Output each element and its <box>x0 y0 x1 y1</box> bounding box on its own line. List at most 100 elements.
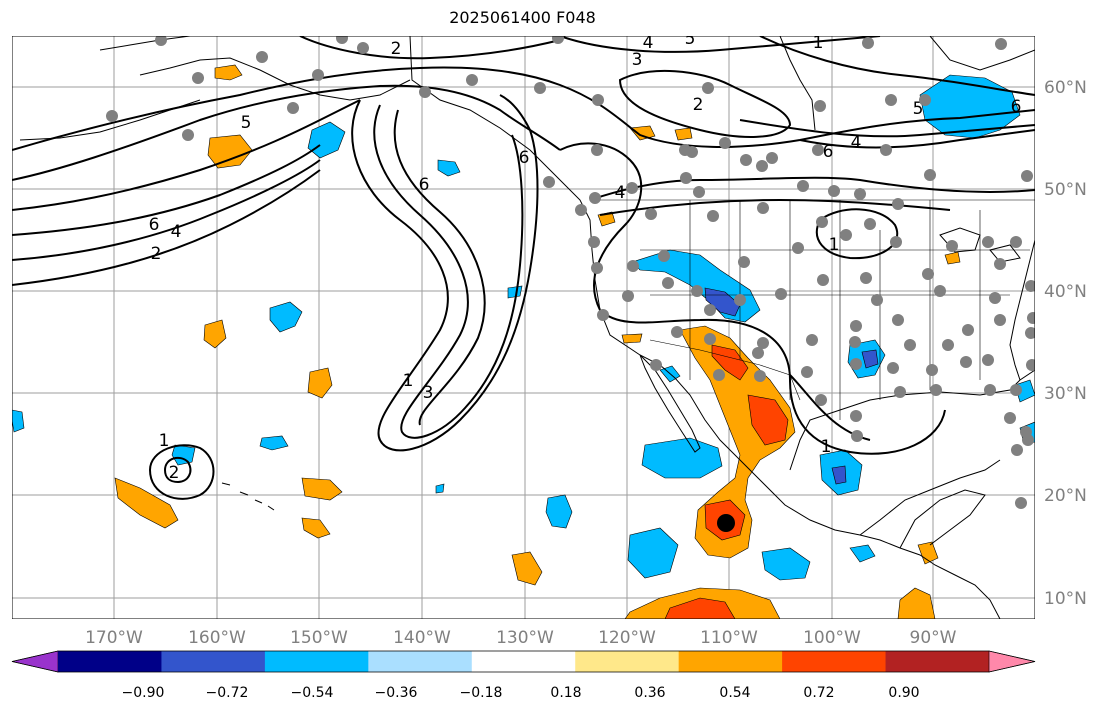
ridge-contour <box>559 142 946 455</box>
pos-anomaly-area <box>664 597 736 619</box>
east-coast <box>1009 239 1035 381</box>
contour-label: 1 <box>821 437 832 457</box>
colorbar-cell <box>161 651 266 672</box>
colorbar-cell <box>471 651 576 672</box>
lon-tick-label: 120°W <box>598 628 656 648</box>
pos-anomaly-area <box>674 127 693 141</box>
lon-tick-label: 170°W <box>85 628 143 648</box>
contour-line <box>12 144 321 236</box>
contour-line <box>559 36 881 53</box>
trough-contour <box>373 104 524 439</box>
jet-contours <box>12 36 1035 500</box>
graticule <box>12 36 1035 619</box>
colorbar-cell <box>264 651 369 672</box>
lon-tick-label: 110°W <box>700 628 758 648</box>
contour-label: 4 <box>615 183 626 203</box>
station-markers <box>106 36 1035 509</box>
colorbar-extend-max <box>988 650 1036 673</box>
contour-label: 4 <box>171 222 182 242</box>
lon-tick-label: 130°W <box>496 628 554 648</box>
contour-line <box>759 36 1035 96</box>
lat-tick-label: 40°N <box>1044 282 1087 302</box>
neg-anomaly-area <box>437 159 461 177</box>
contour-line <box>12 169 321 286</box>
neg-anomaly-area <box>919 74 1021 139</box>
neg-anomaly-area <box>12 409 25 433</box>
north-america-coast <box>409 36 1001 619</box>
latitude-labels: 60°N 50°N 40°N 30°N 20°N 10°N <box>1044 78 1087 609</box>
colorbar-cell <box>885 651 990 672</box>
contour-label: 2 <box>151 244 162 264</box>
contour-label: 3 <box>423 383 434 403</box>
contour-line <box>12 159 321 261</box>
contour-label: 2 <box>391 39 402 59</box>
pos-anomaly-area <box>747 394 789 446</box>
colorbar-cell <box>368 651 473 672</box>
colorbar-cell <box>575 651 680 672</box>
pos-anomaly-area <box>301 477 343 501</box>
neg-anomaly-area <box>307 121 346 159</box>
colorbar-extend-min <box>11 650 59 673</box>
pos-anomaly-area <box>301 517 331 539</box>
lat-tick-label: 60°N <box>1044 78 1087 98</box>
colorbar-tick-label: 0.18 <box>550 685 581 701</box>
pos-anomaly-area <box>214 64 243 81</box>
contour-label: 2 <box>693 95 704 115</box>
contour-label: 1 <box>829 235 840 255</box>
pos-anomaly-area <box>897 587 936 619</box>
neg-anomaly-area <box>545 494 573 529</box>
contour-label: 6 <box>419 175 430 195</box>
closed-contour <box>148 444 215 500</box>
pos-anomaly-area <box>629 125 656 141</box>
pos-anomaly-area <box>307 367 333 399</box>
neg-anomaly-area <box>761 547 811 581</box>
pos-anomaly-area <box>621 333 643 344</box>
colorbar: −0.90 −0.72 −0.54 −0.36 −0.18 0.18 0.36 … <box>11 650 1036 701</box>
contour-label: 6 <box>149 215 160 235</box>
colorbar-cell <box>58 651 162 672</box>
map-title: 2025061400 F048 <box>449 8 596 27</box>
lon-tick-label: 150°W <box>290 628 348 648</box>
neg-anomaly-area <box>435 483 445 494</box>
closed-contour <box>618 70 792 138</box>
colorbar-tick-label: 0.90 <box>888 685 919 701</box>
lon-tick-label: 140°W <box>393 628 451 648</box>
contour-label: 6 <box>823 142 834 162</box>
neg-anomaly-area <box>627 527 679 579</box>
contour-label: 5 <box>685 29 696 49</box>
contour-line <box>299 36 561 60</box>
neg-anomaly-area <box>641 437 723 479</box>
colorbar-tick-label: 0.36 <box>634 685 665 701</box>
colorbar-cell <box>678 651 783 672</box>
storm-center-marker <box>717 514 735 532</box>
pos-anomaly-area <box>511 551 543 586</box>
neg-anomaly-area <box>861 349 879 369</box>
contour-label: 6 <box>519 148 530 168</box>
contour-label: 5 <box>241 113 252 133</box>
pos-anomaly-area <box>944 251 961 265</box>
longitude-labels: 170°W 160°W 150°W 140°W 130°W 120°W 110°… <box>85 628 957 648</box>
contour-label: 1 <box>159 431 170 451</box>
colorbar-tick-label: −0.54 <box>291 685 334 701</box>
contour-label: 1 <box>813 33 824 53</box>
colorbar-outline <box>11 650 1036 673</box>
contour-line <box>12 99 361 211</box>
colorbar-tick-label: 0.72 <box>803 685 834 701</box>
closed-contour <box>815 208 899 260</box>
hudson-bay <box>779 36 1035 131</box>
colorbar-tick-labels: −0.90 −0.72 −0.54 −0.36 −0.18 0.18 0.36 … <box>122 685 920 701</box>
colorbar-tick-label: −0.36 <box>375 685 418 701</box>
lat-tick-label: 10°N <box>1044 589 1087 609</box>
lat-tick-label: 20°N <box>1044 486 1087 506</box>
contour-label: 1 <box>403 371 414 391</box>
contour-label: 3 <box>632 50 643 70</box>
neg-anomaly-area <box>1014 379 1035 403</box>
lat-tick-label: 50°N <box>1044 180 1087 200</box>
contour-line <box>739 119 1035 138</box>
colorbar-tick-label: −0.18 <box>460 685 503 701</box>
colorbar-cell <box>782 651 887 672</box>
contour-label: 6 <box>1011 97 1022 117</box>
neg-anomaly-area <box>269 301 303 333</box>
trough-contour <box>351 94 539 452</box>
